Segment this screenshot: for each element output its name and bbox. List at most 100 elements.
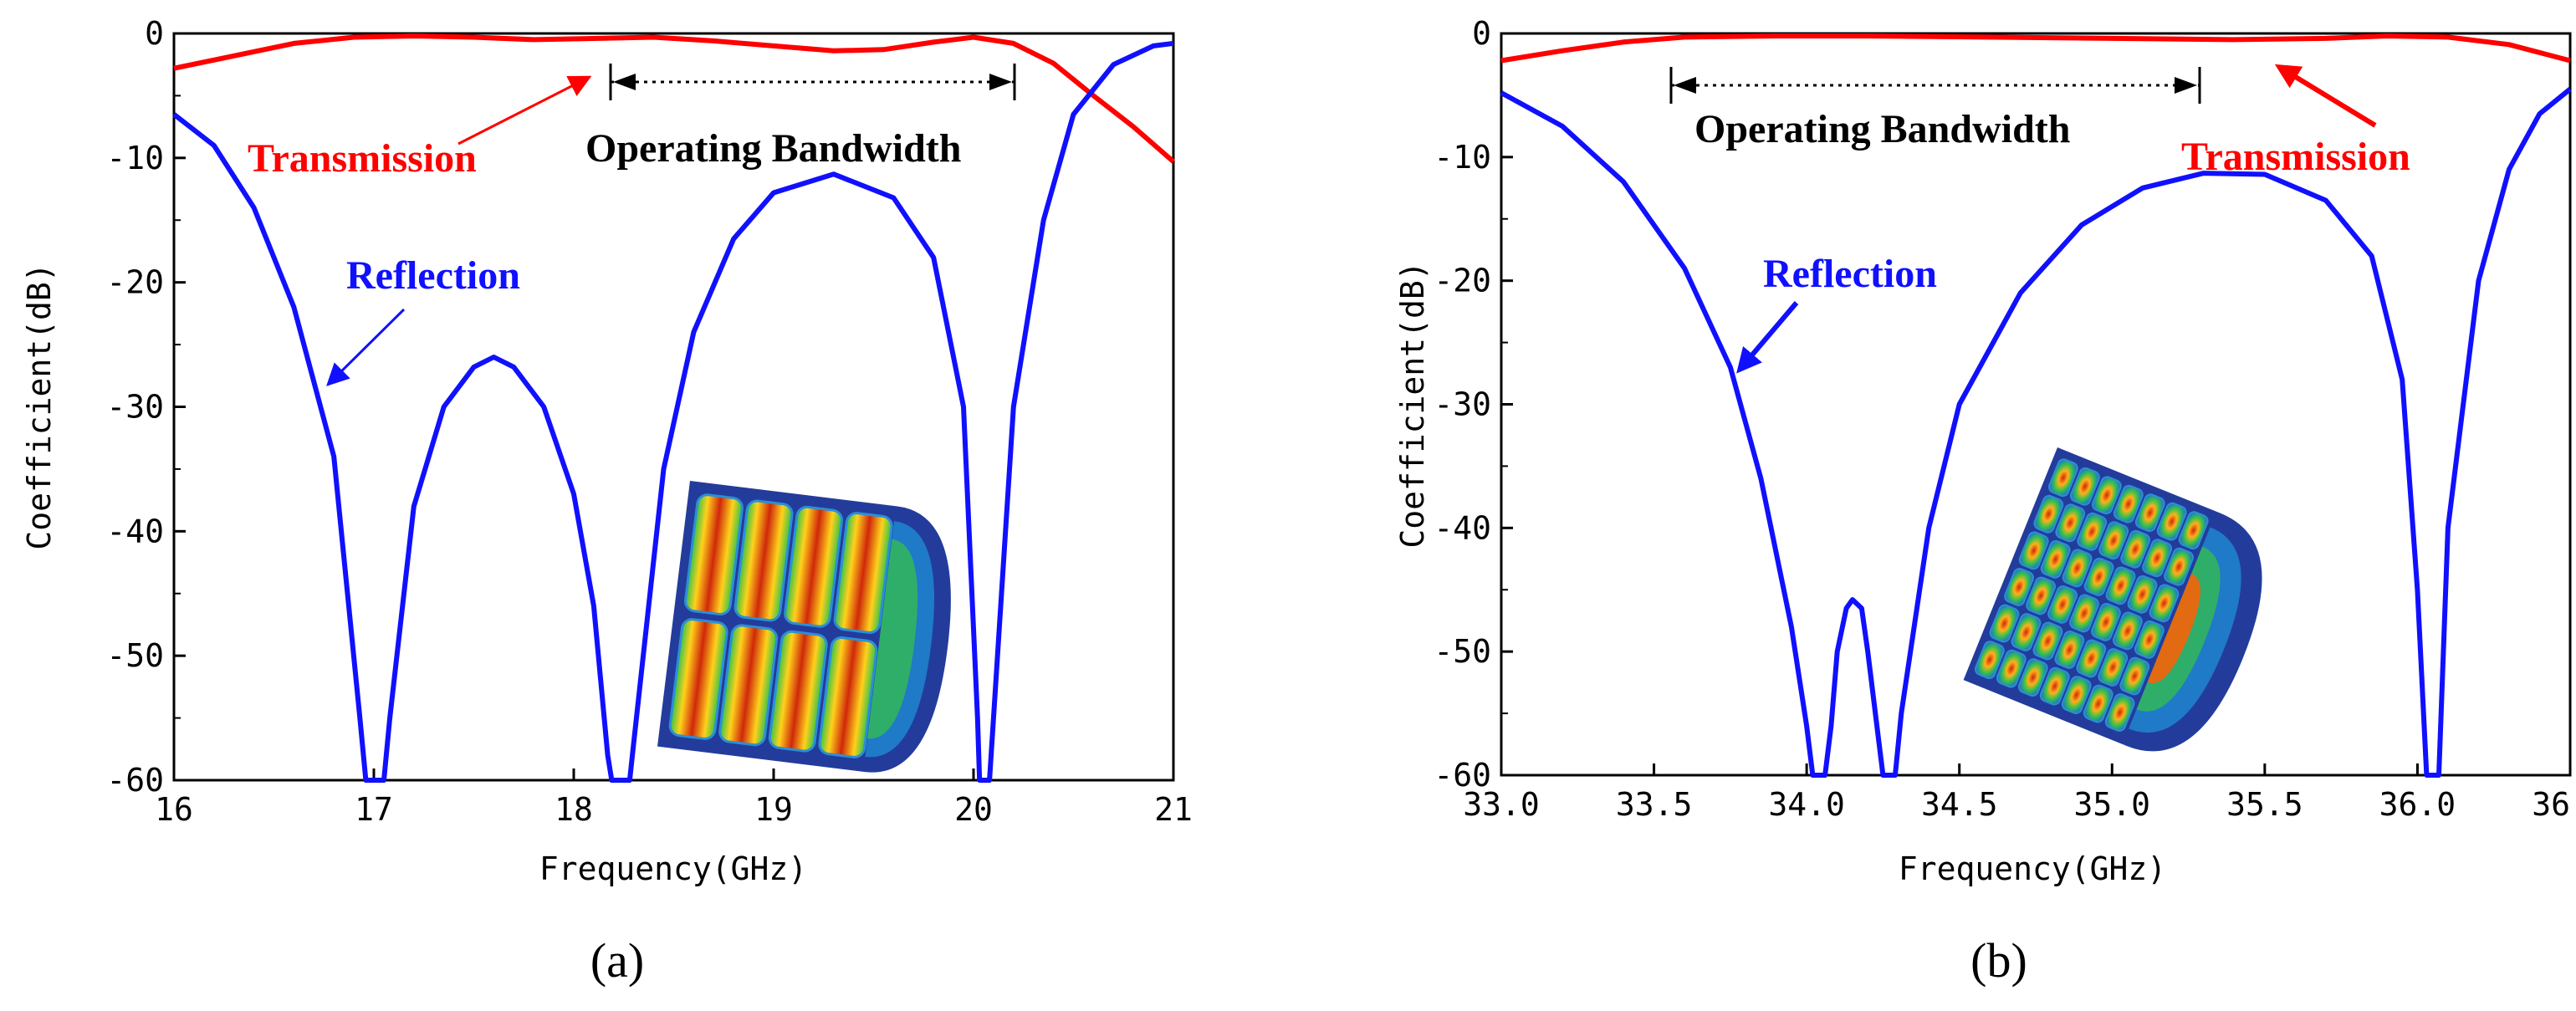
- bandwidth-arrowhead-right: [989, 74, 1012, 90]
- field-cell: [2104, 693, 2135, 732]
- transmission-label: Transmission: [2181, 135, 2410, 179]
- x-axis-ticks: 16 17 18 19 20 21: [155, 768, 1193, 828]
- field-cell: [718, 624, 779, 747]
- x-tick-label: 34.5: [1921, 786, 1998, 823]
- y-tick-label: -30: [1434, 386, 1491, 423]
- x-tick-label: 33.5: [1616, 786, 1693, 823]
- field-cell: [2076, 639, 2107, 678]
- field-cell: [2091, 603, 2121, 641]
- y-tick-label: -10: [106, 140, 164, 176]
- field-cell: [2098, 648, 2129, 687]
- chart-panel-a: 0 -10 -20 -30 -40 -50 -60 16 17 18 19 20 21 Operati…: [21, 15, 1193, 988]
- inset-field-plot: [657, 481, 951, 773]
- transmission-curve: [173, 33, 1175, 164]
- reflection-curve: [1500, 87, 2572, 778]
- x-tick-label: 19: [754, 791, 793, 828]
- x-tick-label: 35.0: [2074, 786, 2151, 823]
- field-cell: [2178, 511, 2209, 550]
- y-tick-label: -40: [106, 513, 164, 549]
- field-cell: [733, 499, 794, 622]
- field-cell: [2069, 594, 2099, 633]
- field-cell: [2004, 568, 2034, 606]
- bandwidth-label: Operating Bandwidth: [1694, 107, 2070, 151]
- field-cell: [2119, 656, 2150, 696]
- y-axis-ticks: 0 -10 -20 -30 -40 -50 -60: [1434, 15, 1513, 794]
- field-cell: [2032, 621, 2063, 661]
- bandwidth-arrowhead-left: [613, 74, 636, 90]
- x-tick-label: 34.0: [1768, 786, 1845, 823]
- field-cell: [2113, 611, 2143, 651]
- field-cell: [1975, 641, 2005, 679]
- field-cell: [2083, 558, 2114, 596]
- field-cell: [2011, 613, 2042, 651]
- field-cell: [1996, 649, 2027, 688]
- field-cell: [2039, 666, 2070, 706]
- field-cell: [833, 512, 893, 634]
- transmission-pointer-arrow: [457, 75, 592, 146]
- transmission-curve: [1500, 33, 2571, 64]
- field-cell: [2048, 458, 2078, 498]
- field-cell: [2098, 521, 2129, 560]
- field-cell: [784, 505, 844, 628]
- field-cell: [2156, 502, 2187, 541]
- y-tick-label: 0: [145, 15, 164, 52]
- reflection-label: Reflection: [346, 253, 520, 298]
- y-tick-label: -60: [1434, 757, 1491, 794]
- inset-field-plot: [1963, 447, 2262, 752]
- x-tick-label: 36.5: [2532, 786, 2576, 823]
- field-cell: [2127, 574, 2158, 614]
- x-axis-label: Frequency(GHz): [539, 850, 807, 887]
- field-cell: [2017, 658, 2048, 697]
- x-tick-label: 16: [155, 791, 193, 828]
- field-cell: [2061, 676, 2092, 714]
- bandwidth-arrowhead-right: [2175, 77, 2197, 94]
- reflection-pointer-arrow: [326, 308, 406, 386]
- field-cell: [2077, 512, 2108, 551]
- field-cell: [2105, 566, 2136, 605]
- series-group: [172, 33, 1175, 783]
- y-tick-label: -10: [1434, 139, 1491, 176]
- bandwidth-arrowhead-left: [1674, 77, 1696, 94]
- field-cell: [2047, 585, 2078, 624]
- field-cell: [2164, 547, 2194, 586]
- transmission-pointer-arrow: [2274, 64, 2377, 128]
- x-tick-label: 20: [954, 791, 993, 828]
- field-cell: [818, 636, 878, 758]
- field-cell: [768, 630, 828, 753]
- x-axis-ticks: 33.0 33.5 34.0 34.5 35.0 35.5 36.0 36.5: [1463, 763, 2576, 823]
- y-tick-label: -30: [106, 389, 164, 426]
- field-cell: [668, 618, 728, 740]
- transmission-label: Transmission: [248, 136, 477, 181]
- x-tick-label: 33.0: [1463, 786, 1540, 823]
- reflection-label: Reflection: [1763, 252, 1937, 296]
- panel-caption: (b): [1970, 933, 2027, 988]
- series-group: [1500, 33, 2572, 778]
- y-tick-label: -40: [1434, 509, 1491, 546]
- x-tick-label: 36.0: [2379, 786, 2456, 823]
- field-cell: [2062, 549, 2093, 588]
- panel-caption: (a): [590, 933, 644, 988]
- field-cell: [2026, 576, 2056, 615]
- field-cell: [2134, 620, 2165, 659]
- chart-panel-b: 0 -10 -20 -30 -40 -50 -60 33.0 33.5 34.0 34.5 35.0…: [1394, 15, 2576, 988]
- reflection-curve: [172, 40, 1174, 783]
- reflection-pointer-arrow: [1736, 301, 1799, 374]
- field-cell: [2055, 503, 2086, 543]
- y-axis-label: Coefficient(dB): [1394, 261, 1431, 548]
- x-tick-label: 17: [355, 791, 393, 828]
- y-tick-label: -60: [106, 762, 164, 799]
- field-cell: [2091, 476, 2122, 515]
- field-cell: [2120, 529, 2151, 569]
- y-tick-label: 0: [1472, 15, 1491, 52]
- field-cell: [2149, 584, 2180, 623]
- field-cell: [2018, 531, 2049, 570]
- x-tick-label: 21: [1154, 791, 1193, 828]
- field-cell: [684, 493, 744, 616]
- field-cell: [2070, 467, 2100, 506]
- field-cell: [2033, 494, 2064, 534]
- field-cell: [2054, 631, 2085, 669]
- x-axis-label: Frequency(GHz): [1899, 850, 2166, 887]
- field-cell: [2142, 539, 2173, 578]
- bandwidth-label: Operating Bandwidth: [585, 126, 961, 171]
